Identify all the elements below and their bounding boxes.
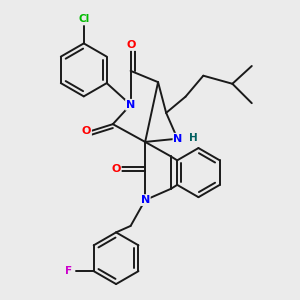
Text: N: N: [126, 100, 135, 110]
Text: N: N: [173, 134, 183, 144]
Text: O: O: [127, 40, 136, 50]
Text: Cl: Cl: [78, 14, 89, 23]
Text: N: N: [140, 195, 150, 205]
Text: O: O: [111, 164, 121, 174]
Text: Cl: Cl: [78, 14, 89, 23]
Text: O: O: [82, 126, 91, 136]
Text: F: F: [65, 266, 72, 276]
Text: H: H: [189, 133, 197, 143]
